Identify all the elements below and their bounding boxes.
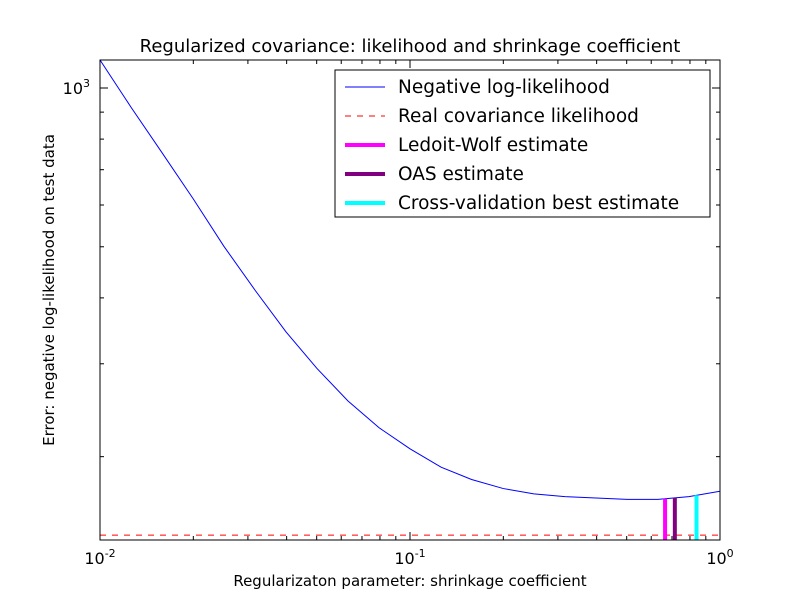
legend-label-negative-log-likelihood: Negative log-likelihood [398,77,610,98]
legend-label-real-covariance-likelihood: Real covariance likelihood [398,106,639,127]
legend: Negative log-likelihood Real covariance … [334,69,711,218]
x-tick-label: 10-1 [394,547,425,568]
chart-title: Regularized covariance: likelihood and s… [140,36,681,57]
legend-label-cross-validation: Cross-validation best estimate [398,193,679,214]
plot-area [100,60,720,540]
y-axis-label: Error: negative log-likelihood on test d… [40,134,58,446]
x-tick-label: 100 [706,547,733,568]
legend-box [334,69,711,218]
legend-label-ledoit-wolf: Ledoit-Wolf estimate [398,135,588,156]
series-negative-log-likelihood [100,60,720,500]
x-axis-label: Regularizaton parameter: shrinkage coeff… [233,572,586,590]
legend-label-oas: OAS estimate [398,164,524,185]
axis-ticks: 10-2 10-1 100 103 [63,60,734,568]
y-tick-label: 103 [63,77,90,98]
x-tick-label: 10-2 [84,547,115,568]
